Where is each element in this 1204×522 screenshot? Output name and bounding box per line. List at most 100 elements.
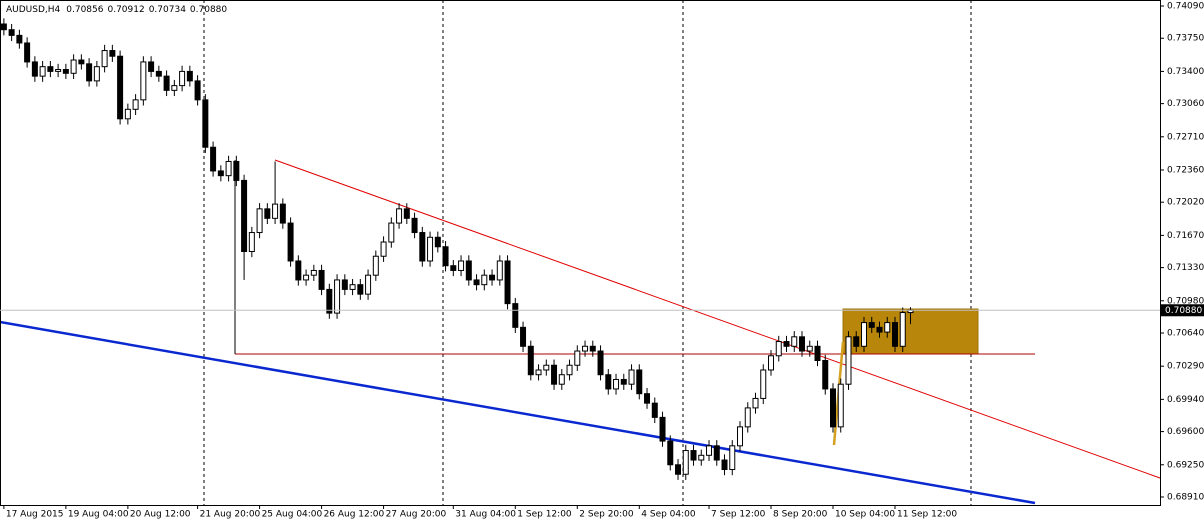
- candle-body: [659, 416, 666, 442]
- candle-body: [768, 355, 775, 371]
- candle-body: [47, 66, 54, 72]
- plot: [0, 18, 914, 480]
- candle-body: [775, 341, 782, 357]
- candle-body: [411, 217, 418, 234]
- last-low: 0.70734: [149, 5, 186, 15]
- candle-body: [551, 364, 558, 385]
- candle-body: [101, 50, 108, 68]
- x-tick-label: 11 Sep 12:00: [897, 510, 957, 520]
- y-tick-label: 0.74090: [1167, 2, 1204, 12]
- x-tick-label: 27 Aug 20:00: [386, 510, 447, 520]
- candle-body: [8, 29, 15, 36]
- candle-body: [543, 364, 550, 371]
- candle-body: [706, 445, 713, 456]
- x-tick-label: 25 Aug 04:00: [262, 510, 323, 520]
- candle-body: [891, 322, 898, 347]
- x-tick-label: 7 Sep 12:00: [711, 510, 766, 520]
- candle-body: [0, 23, 7, 31]
- candle-body: [303, 274, 310, 281]
- candle-body: [140, 61, 147, 101]
- candle-body: [667, 440, 674, 466]
- trend-line: [274, 159, 1161, 479]
- candle-body: [822, 360, 829, 390]
- candle-body: [295, 260, 302, 281]
- candle-body: [155, 70, 162, 77]
- candle-body: [388, 222, 395, 243]
- candle-body: [829, 388, 836, 428]
- y-tick-label: 0.70980: [1167, 296, 1204, 306]
- candle-body: [202, 99, 209, 148]
- candle-body: [109, 50, 116, 57]
- y-tick-label: 0.73400: [1167, 67, 1204, 77]
- candle-body: [814, 345, 821, 362]
- candle-body: [853, 336, 860, 347]
- candle-body: [860, 322, 867, 347]
- candle-body: [698, 454, 705, 461]
- candle-body: [752, 397, 759, 409]
- candle-body: [465, 260, 472, 281]
- x-tick-label: 31 Aug 04:00: [455, 510, 516, 520]
- candle-body: [287, 222, 294, 262]
- candle-body: [713, 445, 720, 461]
- candle-body: [682, 450, 689, 475]
- y-tick-label: 0.69250: [1167, 460, 1204, 470]
- candle-body: [163, 75, 170, 91]
- candle-body: [241, 179, 248, 253]
- x-tick-label: 19 Aug 04:00: [68, 510, 129, 520]
- plot-border: [0, 0, 1161, 506]
- candle-body: [264, 208, 271, 219]
- x-tick-label: 17 Aug 2015: [6, 510, 64, 520]
- y-tick-label: 0.73750: [1167, 34, 1204, 44]
- last-close: 0.70880: [190, 5, 227, 15]
- candle-body: [86, 63, 93, 82]
- candle-body: [589, 345, 596, 352]
- x-tick-label: 21 Aug 20:00: [200, 510, 261, 520]
- candle-body: [334, 279, 341, 314]
- candle-body: [148, 61, 155, 72]
- candle-body: [217, 170, 224, 177]
- candle-body: [62, 69, 69, 74]
- candle-body: [876, 326, 883, 333]
- candle-body: [760, 369, 767, 399]
- candle-body: [651, 402, 658, 418]
- candle-body: [574, 350, 581, 366]
- channel-line: [0, 320, 1036, 505]
- chart-title: AUDUSD,H4 0.70856 0.70912 0.70734 0.70880: [6, 5, 227, 15]
- y-tick-label: 0.72020: [1167, 198, 1204, 208]
- candle-body: [566, 364, 573, 376]
- candle-body: [496, 260, 503, 281]
- candle-body: [620, 378, 627, 385]
- x-tick-label: 1 Sep 12:00: [517, 510, 572, 520]
- candle-body: [16, 34, 23, 44]
- candle-body: [450, 265, 457, 271]
- y-tick-label: 0.68910: [1167, 493, 1204, 503]
- candle-body: [675, 464, 682, 475]
- candle-body: [171, 85, 178, 91]
- candle-body: [427, 236, 434, 262]
- candle-body: [24, 42, 31, 63]
- candle-body: [868, 322, 875, 328]
- symbol: AUDUSD,H4: [6, 5, 61, 15]
- x-tick-label: 10 Sep 04:00: [835, 510, 895, 520]
- candle-body: [783, 341, 790, 347]
- candle-body: [357, 284, 364, 295]
- candle-body: [179, 70, 186, 87]
- candle-body: [365, 274, 372, 295]
- x-tick-label: 8 Sep 20:00: [773, 510, 828, 520]
- candle-body: [186, 70, 193, 82]
- candle-body: [597, 350, 604, 376]
- candle-body: [70, 59, 77, 74]
- candle-body: [318, 269, 325, 290]
- candle-body: [837, 383, 844, 428]
- y-tick-label: 0.72360: [1167, 165, 1204, 175]
- candle-body: [341, 279, 348, 290]
- candle-body: [403, 208, 410, 219]
- candle-body: [117, 55, 124, 120]
- candle-body: [233, 160, 240, 181]
- candle-body: [124, 108, 131, 120]
- candle-body: [310, 269, 317, 276]
- y-tick-label: 0.70290: [1167, 362, 1204, 372]
- candle-body: [899, 312, 906, 347]
